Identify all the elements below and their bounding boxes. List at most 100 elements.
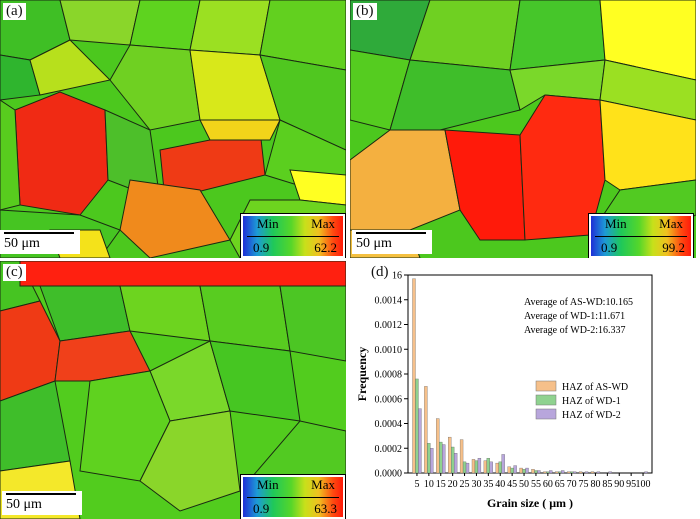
x-tick-label: 65 xyxy=(555,479,565,490)
bar-haz-of-wd-2 xyxy=(596,471,601,474)
legend-max-value: 63.3 xyxy=(314,501,337,516)
bar-haz-of-wd-1 xyxy=(415,378,419,474)
panel-a-scale-text: 50 μm xyxy=(4,236,40,251)
panel-b-color-legend: Min Max 0.9 99.2 xyxy=(588,213,694,258)
x-tick-label: 75 xyxy=(579,479,589,490)
y-axis-label: Frequency xyxy=(355,347,369,401)
legend-max-label: Max xyxy=(659,216,683,231)
panel-c-label: (c) xyxy=(3,264,26,281)
bar-haz-of-wd-2 xyxy=(477,457,482,474)
bar-haz-of-wd-2 xyxy=(418,408,422,474)
average-annotation: Average of WD-1:11.671 xyxy=(524,311,625,322)
x-tick-label: 10 xyxy=(424,479,434,490)
y-tick-label: 0.0004 xyxy=(375,419,403,430)
bar-haz-of-wd-1 xyxy=(439,441,443,474)
x-tick-label: 35 xyxy=(483,479,493,490)
bar-haz-of-as-wd xyxy=(590,471,595,474)
bar-haz-of-wd-2 xyxy=(453,453,458,474)
bar-haz-of-wd-1 xyxy=(534,470,538,474)
x-tick-label: 55 xyxy=(531,479,541,490)
legend-swatch xyxy=(535,394,557,406)
bar-haz-of-as-wd xyxy=(483,460,488,474)
legend-min-label: Min xyxy=(605,216,627,231)
bar-haz-of-wd-1 xyxy=(486,457,490,474)
panel-c-scale-text: 50 μm xyxy=(6,497,42,512)
panel-c-grain-map: (c) 50 μm Min Max 0.9 63.3 xyxy=(0,261,346,519)
bar-haz-of-wd-2 xyxy=(501,454,505,474)
panel-b-scale-text: 50 μm xyxy=(356,236,392,251)
bar-haz-of-wd-2 xyxy=(561,470,565,474)
bar-haz-of-wd-2 xyxy=(465,462,470,474)
bar-haz-of-wd-1 xyxy=(451,446,455,474)
x-tick-label: 70 xyxy=(567,479,577,490)
y-tick-label: 0.0012 xyxy=(375,320,403,331)
panel-a-grain-map: (a) 50 μm Min Max 0.9 62.2 xyxy=(0,0,346,258)
bar-haz-of-as-wd xyxy=(567,471,571,474)
bar-haz-of-wd-2 xyxy=(644,471,648,474)
bar-haz-of-wd-2 xyxy=(513,465,517,474)
bar-haz-of-wd-1 xyxy=(546,471,550,474)
bar-haz-of-wd-1 xyxy=(510,467,514,474)
x-tick-label: 20 xyxy=(448,479,458,490)
average-annotation: Average of AS-WD:10.165 xyxy=(524,297,633,308)
bar-haz-of-wd-1 xyxy=(427,443,431,474)
panel-d-label: (d) xyxy=(368,264,392,281)
legend-min-value: 0.9 xyxy=(253,240,270,255)
bar-haz-of-wd-2 xyxy=(608,471,612,474)
bar-haz-of-as-wd xyxy=(424,386,428,474)
panel-b-scale-bar: 50 μm xyxy=(352,230,432,254)
panel-c-color-legend: Min Max 0.9 63.3 xyxy=(240,474,346,519)
bar-haz-of-wd-1 xyxy=(462,461,467,474)
legend-swatch xyxy=(535,380,557,392)
bar-haz-of-wd-2 xyxy=(549,470,553,474)
bar-haz-of-as-wd xyxy=(436,418,440,474)
bar-haz-of-as-wd xyxy=(531,469,535,474)
legend-min-value: 0.9 xyxy=(601,240,618,255)
bar-haz-of-as-wd xyxy=(519,467,523,474)
bar-haz-of-wd-2 xyxy=(442,444,446,474)
bar-haz-of-as-wd xyxy=(543,471,547,474)
x-tick-label: 30 xyxy=(471,479,481,490)
bar-haz-of-as-wd xyxy=(471,459,476,474)
x-tick-label: 45 xyxy=(507,479,517,490)
x-tick-label: 80 xyxy=(590,479,600,490)
x-tick-label: 60 xyxy=(543,479,553,490)
grain-map-b xyxy=(350,0,696,258)
panel-d-histogram: (d) 0.0000 0.0002 0.0004 0.0006 0.0008 0.0010… xyxy=(350,261,700,519)
y-tick-label: 0.0006 xyxy=(375,394,403,405)
legend-max-label: Max xyxy=(311,477,335,492)
grain-size-chart: 0.0000 0.0002 0.0004 0.0006 0.0008 0.0010 0.00… xyxy=(355,271,653,510)
x-tick-label: 40 xyxy=(495,479,505,490)
bar-haz-of-as-wd xyxy=(507,466,511,474)
bar-haz-of-wd-2 xyxy=(584,471,589,474)
bar-haz-of-wd-2 xyxy=(537,470,541,474)
x-tick-label: 15 xyxy=(436,479,446,490)
panel-a-scale-bar: 50 μm xyxy=(0,230,80,254)
bar-haz-of-as-wd xyxy=(495,462,499,474)
bar-haz-of-wd-1 xyxy=(498,461,502,474)
panel-b-grain-map: (b) 50 μm Min Max 0.9 99.2 xyxy=(350,0,696,258)
x-tick-label: 50 xyxy=(519,479,529,490)
panel-a-color-legend: Min Max 0.9 62.2 xyxy=(240,213,346,258)
legend-label: HAZ of AS-WD xyxy=(562,382,628,393)
x-tick-label: 25 xyxy=(460,479,470,490)
legend-min-label: Min xyxy=(257,216,279,231)
bar-haz-of-wd-1 xyxy=(474,460,479,474)
x-tick-label: 90 xyxy=(614,479,624,490)
bar-haz-of-wd-2 xyxy=(572,471,577,474)
legend-swatch xyxy=(535,408,557,420)
y-tick-label: 0.0008 xyxy=(375,370,403,381)
legend-min-value: 0.9 xyxy=(253,501,270,516)
legend-max-value: 99.2 xyxy=(662,240,685,255)
legend-label: HAZ of WD-2 xyxy=(562,410,621,421)
bar-haz-of-wd-2 xyxy=(489,461,493,474)
bar-haz-of-wd-1 xyxy=(570,471,574,474)
legend-label: HAZ of WD-1 xyxy=(562,396,621,407)
bar-haz-of-as-wd xyxy=(412,278,416,474)
bar-haz-of-as-wd xyxy=(448,436,452,474)
y-tick-label: 0.0010 xyxy=(375,345,403,356)
x-tick-label: 85 xyxy=(602,479,612,490)
bar-haz-of-wd-1 xyxy=(558,471,562,474)
bar-haz-of-as-wd xyxy=(459,439,464,474)
legend-min-label: Min xyxy=(257,477,279,492)
